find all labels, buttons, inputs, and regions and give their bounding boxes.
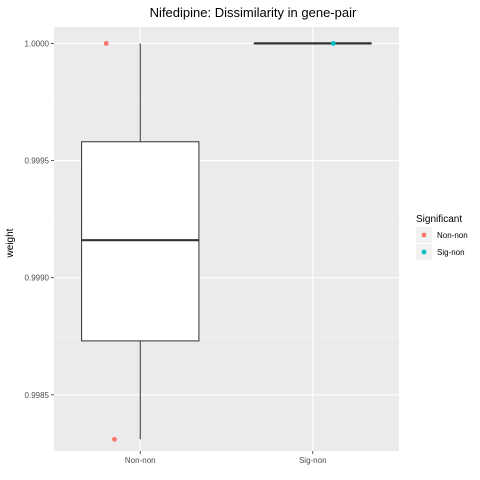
y-axis-title: weight — [5, 228, 16, 258]
data-point — [103, 40, 109, 46]
legend: Non-non Sig-non — [416, 227, 468, 260]
x-tick-label: Sig-non — [299, 456, 327, 465]
chart-title: Nifedipine: Dissimilarity in gene-pair — [150, 5, 357, 20]
data-point — [330, 40, 336, 46]
legend-key-dot — [421, 232, 427, 238]
y-axis: 0.9985 0.9990 0.9995 1.0000 — [25, 39, 54, 400]
legend-label: Sig-non — [437, 248, 465, 257]
legend-key-dot — [421, 249, 427, 255]
y-tick-label: 0.9995 — [25, 157, 50, 166]
x-axis: Non-non Sig-non — [125, 451, 327, 465]
box-iqr — [81, 141, 200, 342]
legend-label: Non-non — [437, 231, 468, 240]
y-tick-label: 1.0000 — [25, 39, 50, 48]
box-layer — [81, 42, 372, 440]
point-layer — [103, 40, 336, 442]
data-point — [112, 436, 117, 442]
y-tick-label: 0.9990 — [25, 274, 50, 283]
legend-title: Significant — [416, 214, 462, 225]
y-tick-label: 0.9985 — [25, 391, 50, 400]
x-tick-label: Non-non — [125, 456, 156, 465]
